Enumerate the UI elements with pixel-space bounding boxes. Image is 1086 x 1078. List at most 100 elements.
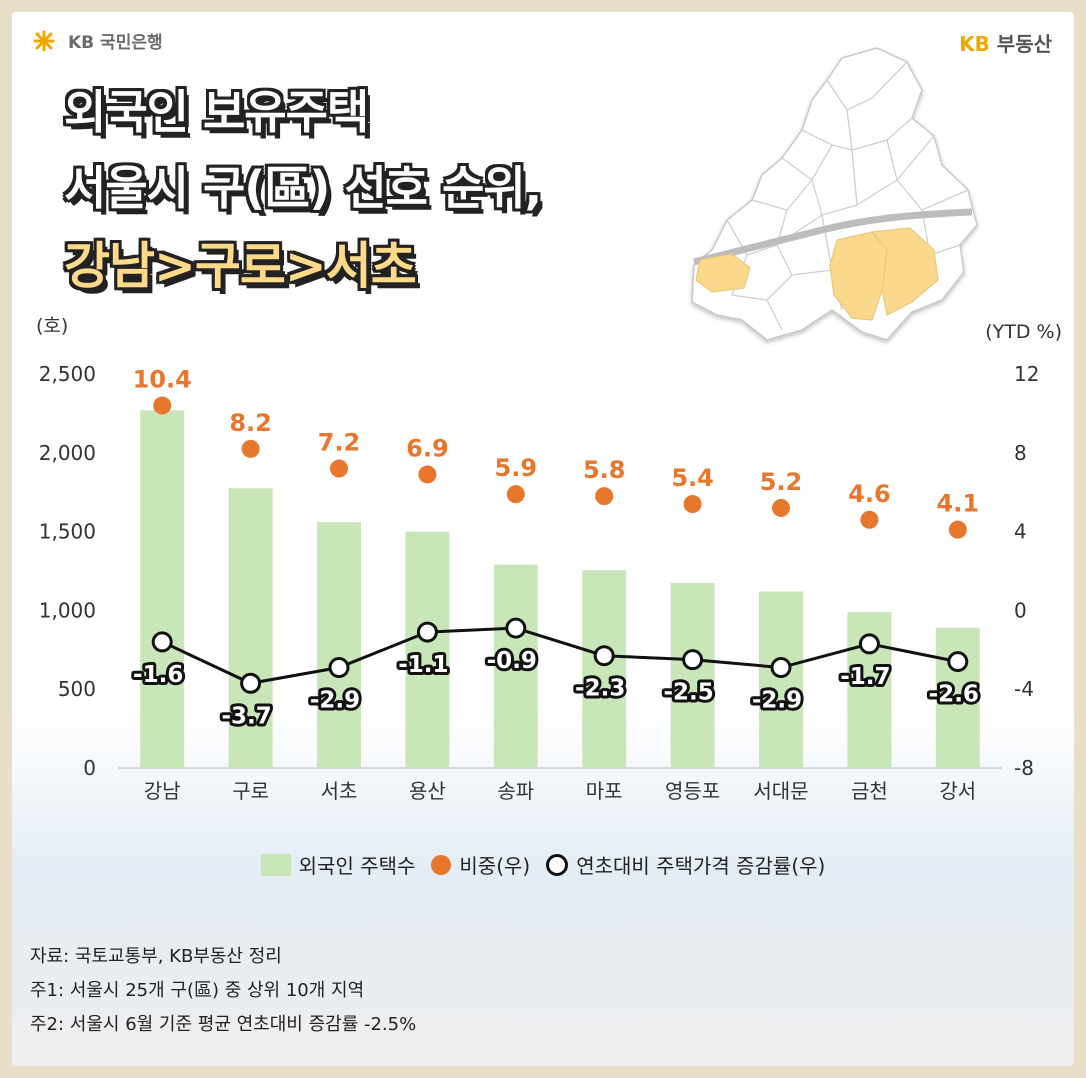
change-line	[161, 626, 959, 685]
legend-change-label: 연초대비 주택가격 증감률(우)	[576, 854, 826, 878]
x-tick-label: 영등포	[665, 779, 720, 803]
han-river	[693, 208, 973, 266]
change-data-label: -2.5	[663, 680, 713, 706]
share-data-label: 4.1	[937, 490, 980, 518]
share-point-마포	[595, 487, 614, 506]
y-right-tick-label: 4	[1014, 520, 1027, 544]
change-data-label: -3.7	[221, 703, 271, 729]
bar-마포	[582, 570, 627, 768]
bar-서초	[317, 522, 361, 768]
legend-item-bars: 외국인 주택수	[260, 850, 416, 879]
change-data-label: -1.1	[398, 652, 448, 678]
legend-share-label: 비중(우)	[459, 854, 531, 878]
share-data-label: 8.2	[229, 409, 272, 437]
brand-name: 부동산	[996, 32, 1052, 56]
share-point-서대문	[772, 498, 790, 517]
change-data-label: -1.7	[840, 664, 890, 690]
x-tick-label: 송파	[497, 779, 534, 803]
share-point-영등포	[683, 495, 702, 514]
legend-ring-swatch	[546, 853, 569, 876]
change-data-label: -0.9	[487, 648, 537, 674]
share-point-구로	[241, 439, 260, 458]
share-data-label: 5.9	[495, 454, 538, 482]
bar-용산	[405, 531, 450, 768]
seoul-map-illustration	[691, 47, 978, 341]
change-point-서초	[328, 657, 350, 679]
change-point-강남	[151, 631, 173, 653]
kb-bank-logo: KB 국민은행	[32, 28, 163, 53]
x-tick-label: 구로	[232, 779, 269, 803]
x-tick-label: 서대문	[753, 779, 808, 803]
change-point-송파	[505, 617, 527, 639]
y-right-tick-label: 12	[1014, 362, 1039, 386]
y-left-tick-label: 0	[83, 756, 96, 780]
y-left-tick-label: 2,500	[39, 362, 96, 386]
title-line-2: 서울시 구(區) 선호 순위,	[64, 161, 542, 215]
change-point-서대문	[770, 657, 792, 679]
bar-강서	[935, 627, 980, 768]
chart-legend: 외국인 주택수 비중(우) 연초대비 주택가격 증감률(우)	[12, 850, 1074, 879]
share-point-용산	[418, 465, 437, 484]
title-line-1: 외국인 보유주택	[64, 85, 369, 139]
share-point-송파	[506, 485, 525, 504]
footnotes: 자료: 국토교통부, KB부동산 정리 주1: 서울시 25개 구(區) 중 상…	[30, 940, 416, 1042]
infographic-card: KB 국민은행 KB 부동산	[12, 12, 1074, 1066]
x-tick-label: 강남	[144, 779, 181, 803]
change-data-label: -2.9	[752, 688, 802, 714]
share-data-label: 5.8	[583, 456, 626, 484]
bar-서대문	[759, 591, 803, 768]
x-tick-label: 용산	[409, 779, 446, 803]
source-note: 자료: 국토교통부, KB부동산 정리	[30, 946, 282, 967]
legend-dot-swatch	[431, 854, 452, 875]
change-point-영등포	[682, 649, 704, 671]
share-data-label: 5.4	[671, 464, 714, 492]
x-tick-label: 강서	[939, 779, 976, 803]
district-guro-highlight	[695, 253, 751, 293]
x-tick-label: 마포	[586, 779, 623, 803]
share-point-금천	[860, 510, 879, 529]
title-line-3: 강남>구로>서초	[64, 237, 417, 295]
y-right-tick-label: -8	[1014, 756, 1034, 780]
y-left-tick-label: 2,000	[39, 441, 96, 465]
footnote-2: 주2: 서울시 6월 기준 평균 연초대비 증감률 -2.5%	[30, 1014, 417, 1035]
share-data-label: 6.9	[406, 434, 449, 462]
share-data-label: 10.4	[133, 366, 192, 394]
legend-bar-swatch	[260, 853, 291, 876]
change-point-용산	[416, 621, 438, 643]
kb-real-estate-logo: KB 부동산	[959, 28, 1052, 57]
y-right-tick-label: -4	[1014, 677, 1034, 701]
share-point-서초	[330, 459, 348, 478]
bar-송파	[493, 564, 538, 768]
legend-bars-label: 외국인 주택수	[298, 854, 416, 878]
brand-kb: KB	[959, 32, 990, 56]
change-data-label: -1.6	[133, 662, 183, 688]
share-data-label: 7.2	[318, 429, 361, 457]
background-tint	[12, 712, 1074, 1066]
share-point-강남	[153, 396, 172, 415]
change-data-label: -2.3	[575, 676, 625, 702]
y-left-tick-label: 500	[58, 677, 96, 701]
y-left-tick-label: 1,000	[39, 598, 96, 622]
footnote-1: 주1: 서울시 25개 구(區) 중 상위 10개 지역	[30, 980, 365, 1001]
bar-강남	[140, 410, 185, 768]
y-left-tick-label: 1,500	[39, 520, 96, 544]
y-right-tick-label: 0	[1014, 598, 1027, 622]
star-icon	[33, 30, 55, 51]
change-data-label: -2.9	[310, 688, 360, 714]
x-tick-label: 금천	[851, 779, 888, 803]
bar-영등포	[670, 582, 715, 768]
district-gangnam-highlight	[870, 227, 939, 316]
change-point-강서	[947, 651, 969, 673]
bank-logo-text: KB 국민은행	[68, 33, 163, 53]
share-data-label: 4.6	[848, 480, 891, 508]
legend-item-share: 비중(우)	[431, 850, 530, 879]
change-point-마포	[593, 645, 615, 667]
legend-item-change: 연초대비 주택가격 증감률(우)	[546, 850, 825, 879]
change-point-구로	[240, 672, 262, 694]
chart: (호) (YTD %) 2,500 2,000 1,500 1,000 500 0 12 8 4 0 -…	[36, 315, 1062, 803]
change-data-label: -2.6	[929, 682, 979, 708]
x-tick-label: 서초	[321, 779, 358, 803]
y-right-tick-label: 8	[1014, 441, 1027, 465]
share-point-강서	[948, 520, 967, 539]
